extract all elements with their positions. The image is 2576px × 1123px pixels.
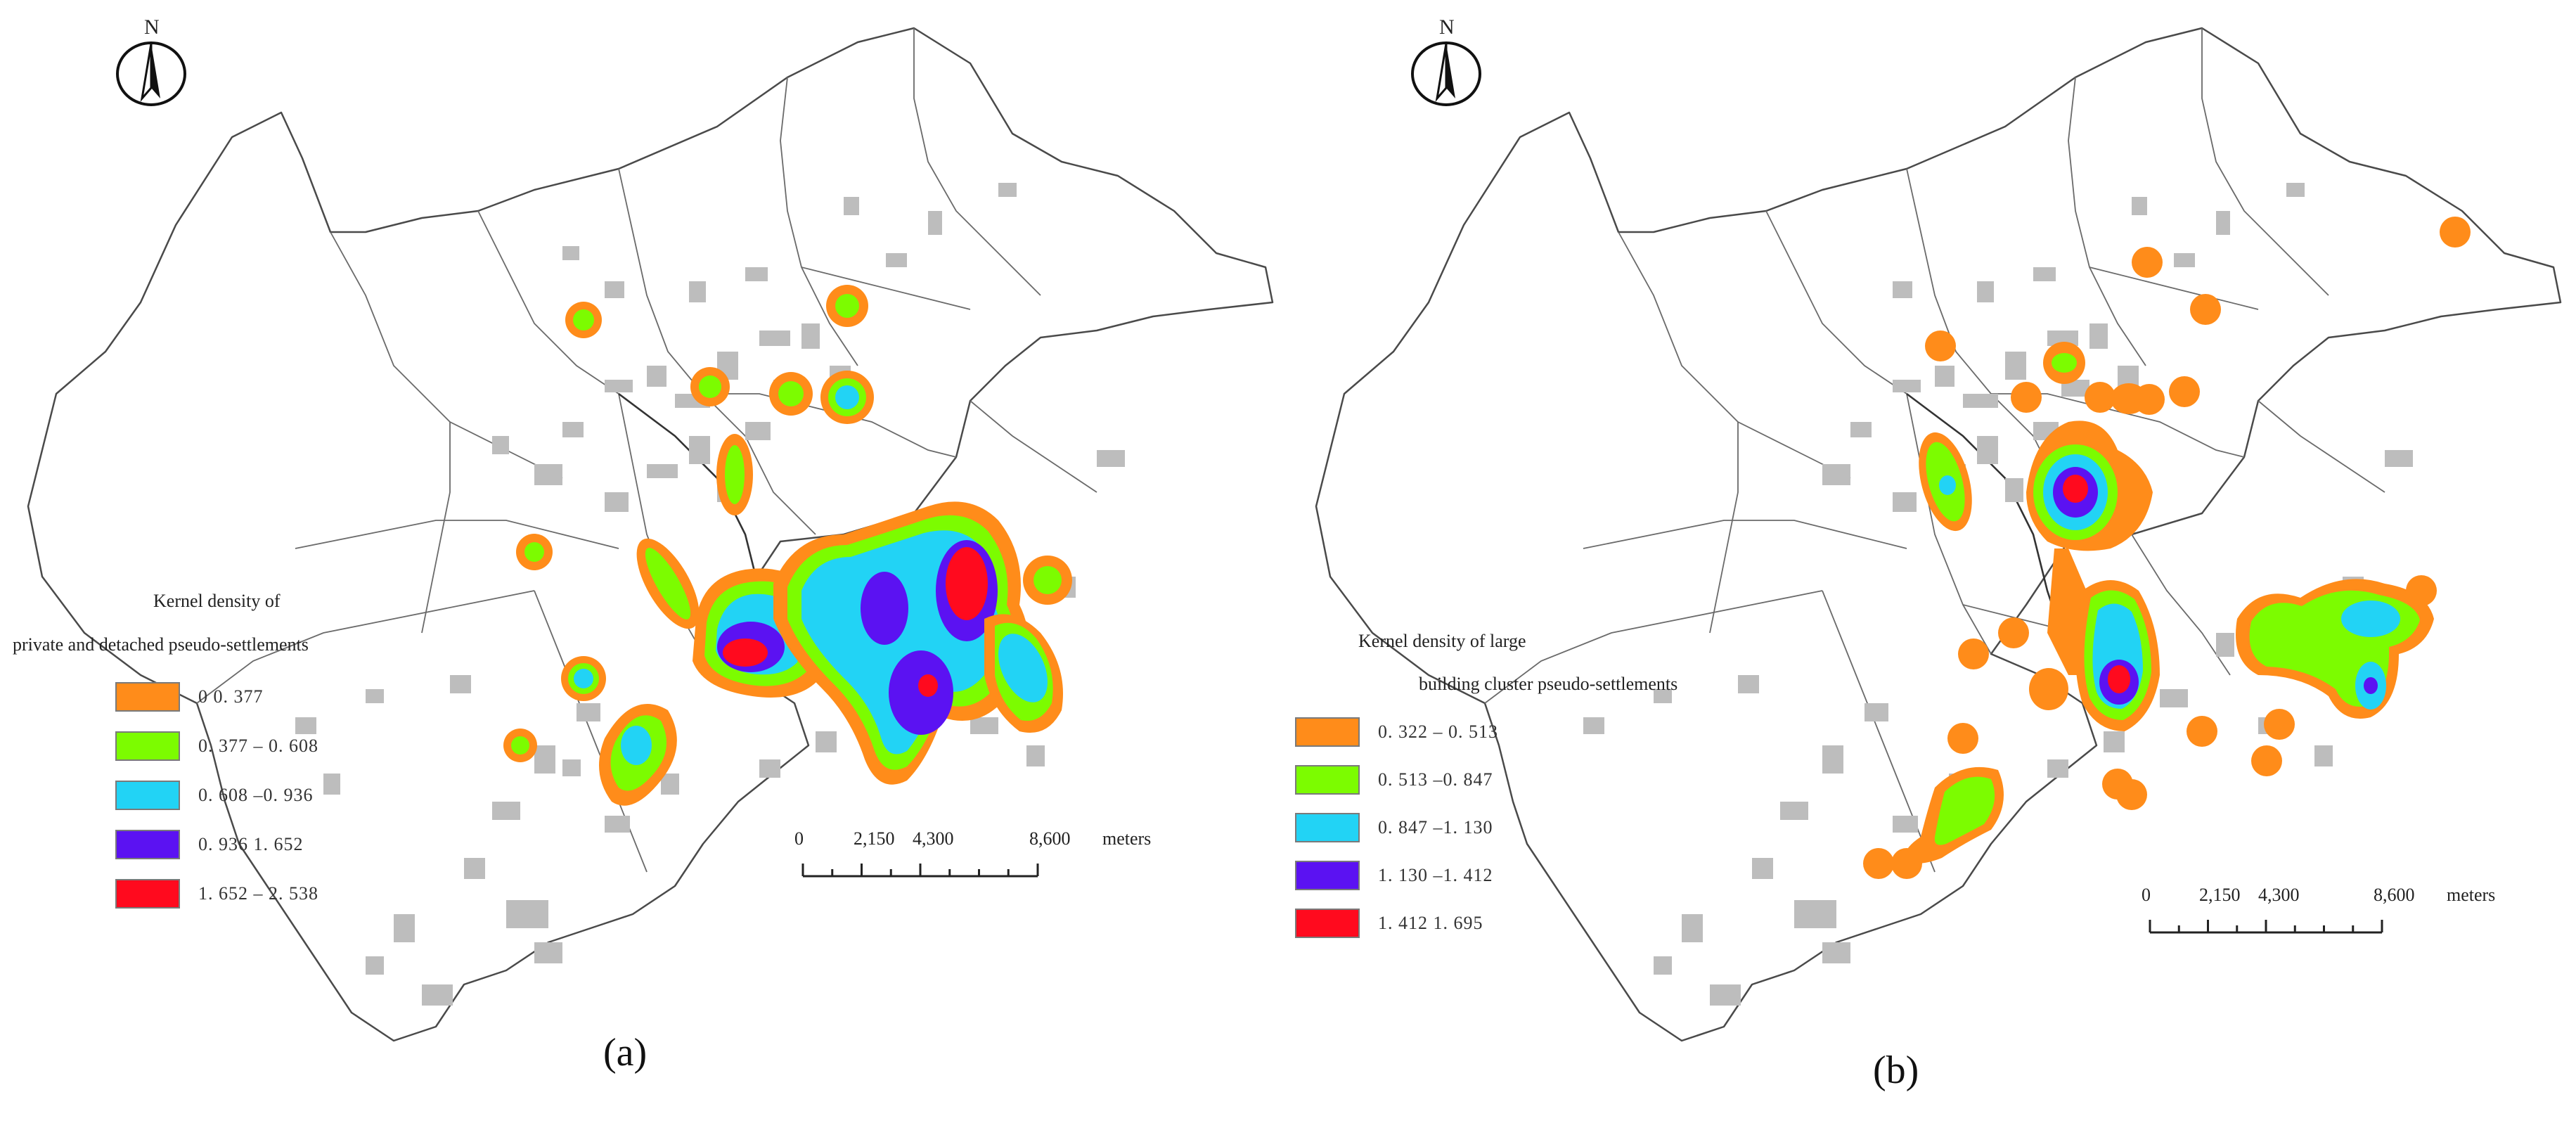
density-hotspots xyxy=(1863,217,2471,879)
hotspot xyxy=(574,669,593,688)
hotspot xyxy=(2406,575,2437,606)
legend-range: 1. 130 –1. 412 xyxy=(1378,865,1493,885)
legend-swatch xyxy=(1295,717,1360,747)
legend-range: 0. 377 – 0. 608 xyxy=(198,736,318,756)
hotspot xyxy=(2440,217,2471,248)
hotspot xyxy=(946,547,988,620)
hotspot xyxy=(1925,331,1956,361)
scale-tick-label: 4,300 xyxy=(913,828,954,849)
north-arrow-icon xyxy=(116,41,186,106)
hotspot xyxy=(2134,384,2165,415)
north-letter: N xyxy=(144,15,160,39)
built-up-areas xyxy=(1583,183,2413,1006)
hotspot xyxy=(2132,247,2163,278)
legend-range: 0. 322 – 0. 513 xyxy=(1378,721,1498,742)
legend-swatch xyxy=(1295,813,1360,842)
legend-title-line1: Kernel density of xyxy=(153,591,281,611)
scale-tick-label: 4,300 xyxy=(2258,885,2300,905)
hotspot xyxy=(2011,382,2042,413)
hotspot xyxy=(918,674,938,697)
hotspot xyxy=(1939,475,1956,495)
hotspot xyxy=(2341,601,2400,637)
hotspot xyxy=(1863,848,1894,879)
hotspot xyxy=(725,445,745,504)
legend-range: 0. 513 –0. 847 xyxy=(1378,769,1493,790)
legend-title-line2: building cluster pseudo-settlements xyxy=(1419,674,1678,694)
scale-bar-graphic xyxy=(801,864,1039,878)
map-b xyxy=(1315,27,2562,1042)
study-area-outline xyxy=(1315,27,2562,1042)
scale-tick-label: 8,600 xyxy=(2374,885,2415,905)
legend-swatch xyxy=(115,682,180,712)
hotspot xyxy=(2102,769,2133,800)
hotspot xyxy=(1958,638,1989,669)
hotspot xyxy=(861,572,908,645)
hotspot xyxy=(511,736,529,755)
legend-range: 0. 936 1. 652 xyxy=(198,834,304,854)
hotspot xyxy=(645,548,691,620)
legend-swatch xyxy=(1295,909,1360,938)
panel-b: N Kernel density of large building clust… xyxy=(1288,0,2576,1123)
scale-tick-label: 0 xyxy=(2142,885,2151,905)
hotspot xyxy=(1891,848,1922,879)
hotspot xyxy=(2364,677,2378,694)
hotspot xyxy=(835,385,859,409)
legend-swatch xyxy=(1295,861,1360,890)
hotspot xyxy=(2108,665,2130,693)
hotspot xyxy=(2063,475,2088,503)
hotspot xyxy=(2029,668,2068,710)
scale-unit: meters xyxy=(1102,828,1152,849)
hotspot xyxy=(2169,376,2200,407)
hotspot xyxy=(2190,294,2221,325)
hotspot xyxy=(1998,617,2029,648)
hotspot xyxy=(2085,382,2115,413)
legend-swatch xyxy=(115,781,180,810)
scale-tick-label: 2,150 xyxy=(2199,885,2241,905)
hotspot xyxy=(2187,716,2217,747)
map-a xyxy=(27,27,1274,1042)
hotspot xyxy=(524,542,544,562)
hotspot xyxy=(1947,723,1978,754)
legend-swatch xyxy=(1295,765,1360,795)
panel-label: (b) xyxy=(1873,1048,1919,1092)
scale-tick-label: 0 xyxy=(794,828,804,849)
legend-title-line1: Kernel density of large xyxy=(1358,631,1526,651)
north-arrow-icon xyxy=(1411,41,1481,106)
hotspot xyxy=(778,381,804,406)
scale-tick-label: 8,600 xyxy=(1029,828,1071,849)
hotspot xyxy=(573,309,594,331)
scale-unit: meters xyxy=(2447,885,2496,905)
hotspot xyxy=(1934,776,1995,845)
hotspot xyxy=(2264,709,2295,740)
legend-range: 0. 847 –1. 130 xyxy=(1378,817,1493,838)
hotspot xyxy=(699,376,721,398)
scale-tick-label: 2,150 xyxy=(854,828,895,849)
panel-label: (a) xyxy=(603,1031,648,1074)
legend-range: 1. 412 1. 695 xyxy=(1378,913,1483,933)
legend-range: 0. 608 –0. 936 xyxy=(198,785,314,805)
scale-bar-graphic xyxy=(2149,920,2383,934)
legend-swatch xyxy=(115,731,180,761)
hotspot xyxy=(723,638,768,667)
hotspot xyxy=(621,726,652,765)
legend-range: 1. 652 – 2. 538 xyxy=(198,883,318,904)
north-letter: N xyxy=(1439,15,1455,39)
hotspot xyxy=(835,294,859,318)
hotspot xyxy=(1033,566,1062,594)
legend-range: 0 0. 377 xyxy=(198,686,264,707)
hotspot xyxy=(2052,353,2077,373)
legend-swatch xyxy=(115,879,180,909)
density-hotspots xyxy=(503,285,1072,806)
legend-title-line2: private and detached pseudo-settlements xyxy=(13,634,309,655)
legend-swatch xyxy=(115,830,180,859)
hotspot xyxy=(2251,745,2282,776)
panel-a: N Kernel density of private and detached… xyxy=(0,0,1287,1123)
hotspot xyxy=(998,634,1048,702)
